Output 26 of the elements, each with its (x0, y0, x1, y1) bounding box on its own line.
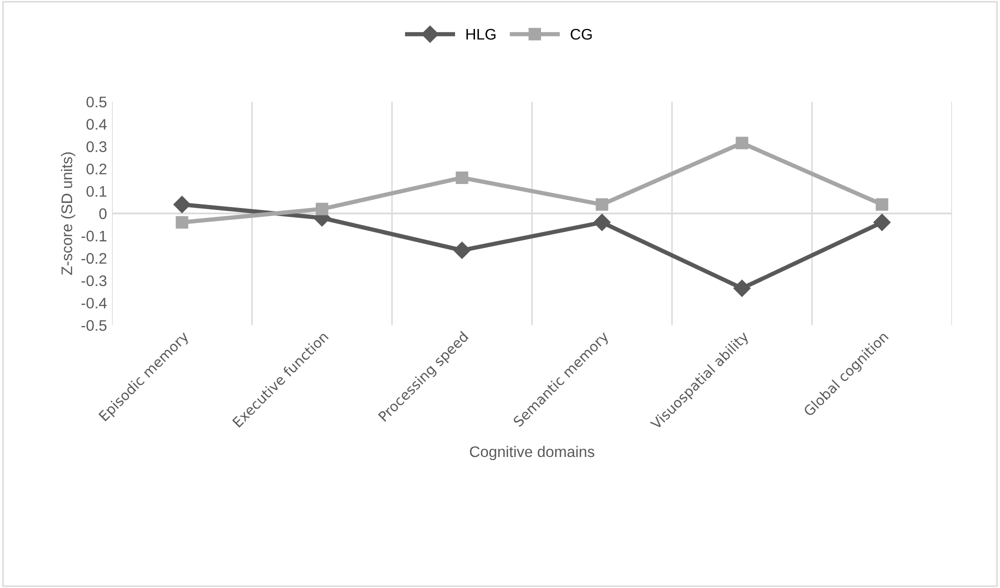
y-tick-label: 0.2 (86, 164, 106, 174)
y-tick-label: -0.2 (81, 253, 106, 264)
y-tick-label: -0.1 (81, 230, 106, 242)
x-axis-title: Cognitive domains (470, 446, 594, 460)
point (596, 198, 608, 211)
point (593, 214, 611, 231)
point (873, 214, 891, 231)
y-tick-label: -0.5 (81, 320, 106, 331)
y-tick-label: 0.3 (86, 141, 106, 152)
point (453, 242, 471, 259)
point (736, 136, 748, 150)
y-tick-label: -0.3 (81, 275, 106, 286)
y-tick-label: 0 (99, 208, 107, 220)
y-axis-title: Z-score (SD units) (61, 152, 76, 275)
point (316, 202, 328, 216)
point (173, 196, 191, 214)
legend-label: HLG (466, 28, 496, 40)
legend-label: CG (570, 28, 592, 40)
y-tick-label: 0.1 (86, 186, 106, 197)
point (456, 171, 468, 184)
point (876, 198, 888, 211)
y-tick-label: 0.5 (86, 96, 106, 108)
point (733, 280, 751, 297)
y-tick-label: -0.4 (81, 298, 107, 309)
y-tick-label: 0.4 (86, 118, 107, 130)
point (176, 216, 188, 229)
